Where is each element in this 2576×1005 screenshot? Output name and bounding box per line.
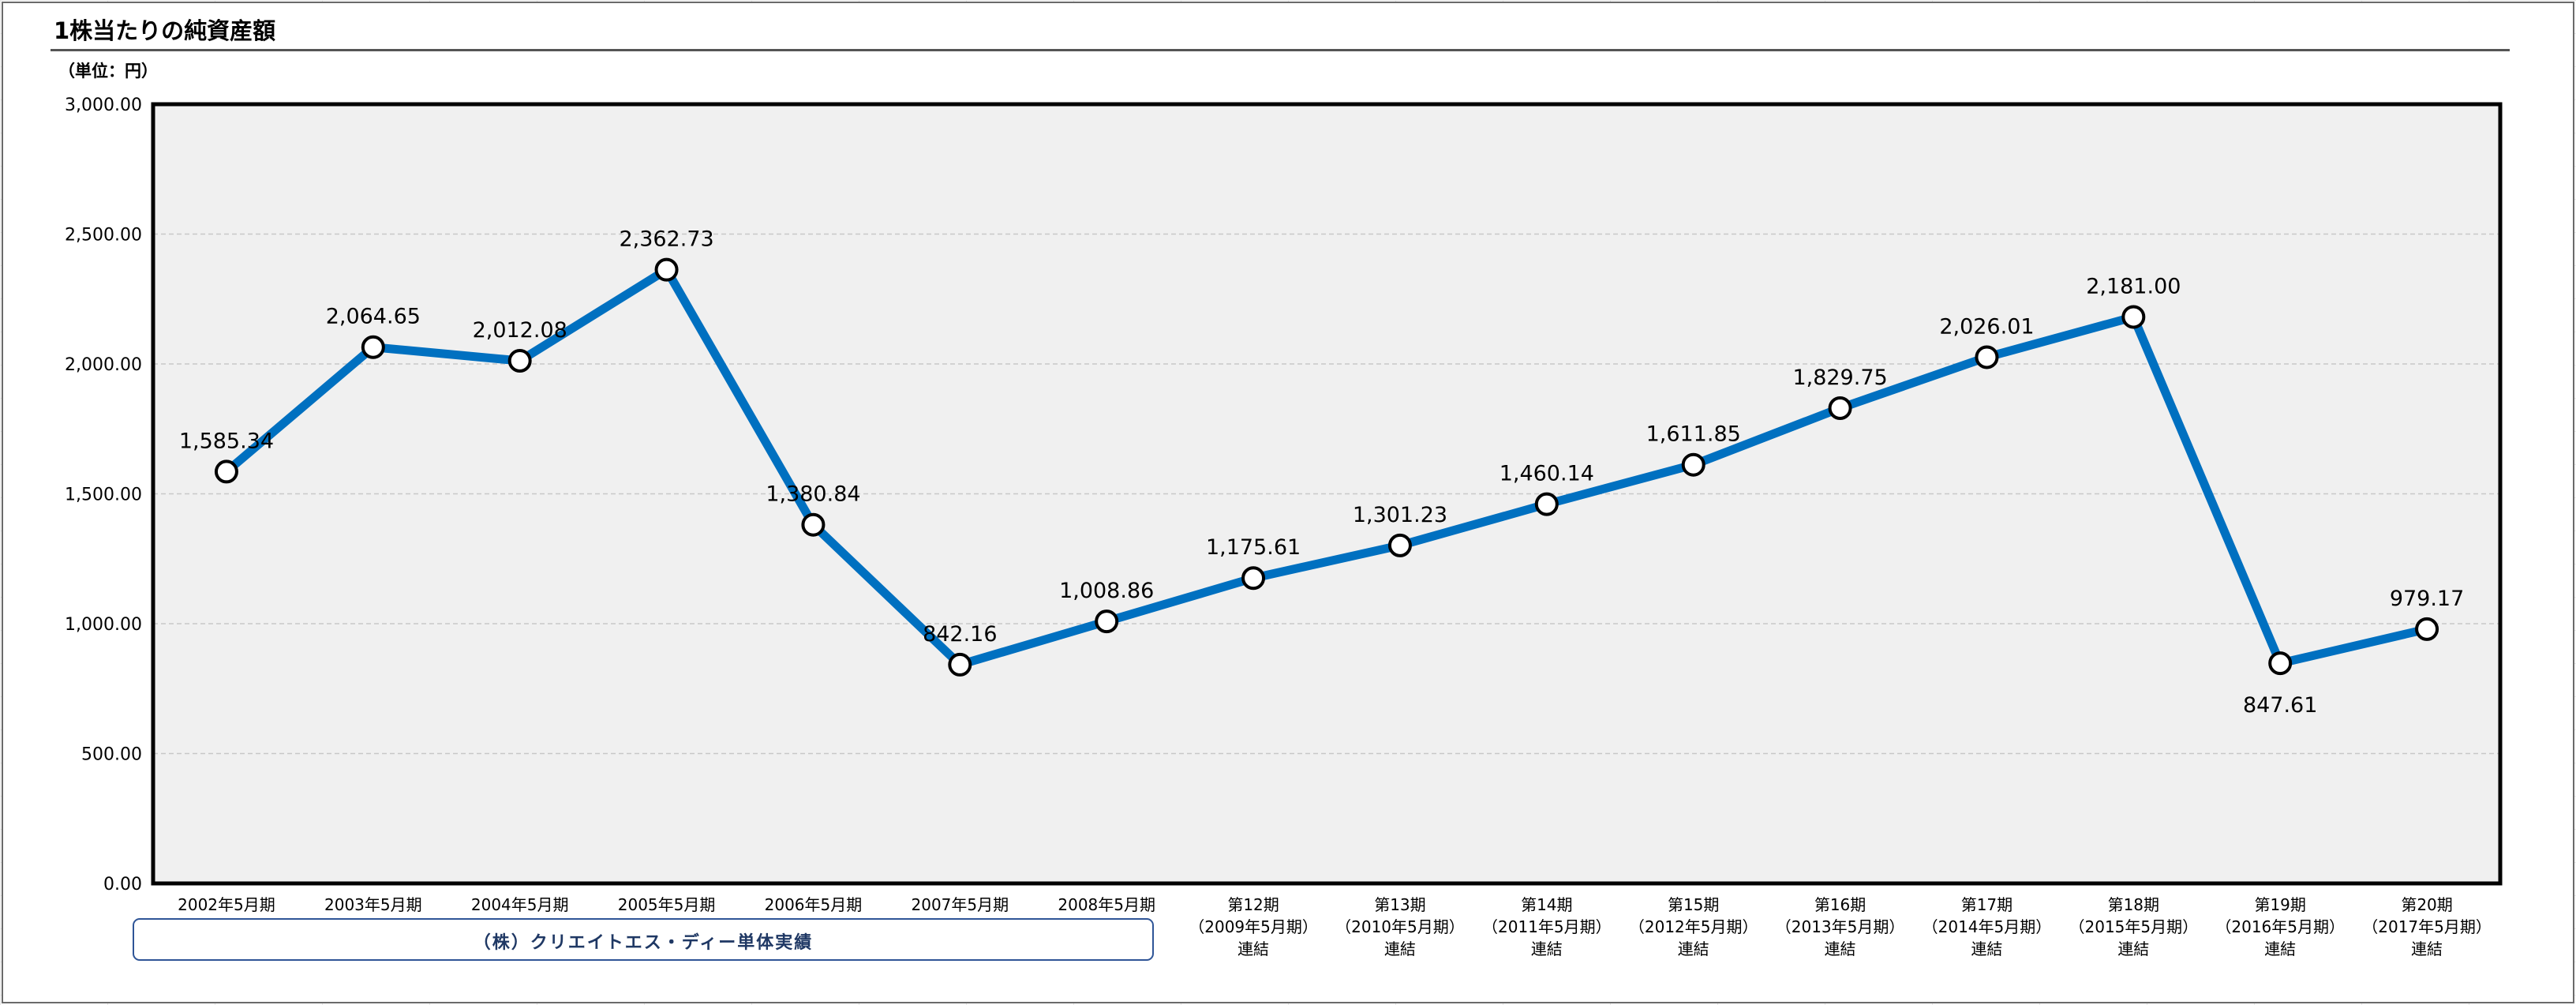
y-tick-label: 1,500.00	[65, 486, 142, 505]
x-tick-label: 連結	[1825, 939, 1856, 958]
data-point	[1387, 533, 1412, 557]
data-point	[801, 512, 826, 537]
plot-border	[151, 102, 2503, 886]
unit-label: （単位：円）	[58, 62, 158, 81]
x-tick-label: 第14期	[1521, 895, 1572, 914]
data-label: 1,301.23	[1353, 503, 1447, 527]
y-tick-label: 3,000.00	[65, 96, 142, 115]
x-tick-label: 2007年5月期	[912, 895, 1009, 914]
data-point	[948, 652, 972, 677]
data-point	[361, 335, 385, 359]
data-point	[2415, 617, 2439, 641]
x-tick-label: 第12期	[1227, 895, 1279, 914]
x-tick-label: 連結	[1678, 939, 1709, 958]
data-label: 1,380.84	[766, 482, 860, 507]
x-tick-label: 2008年5月期	[1058, 895, 1155, 914]
data-point	[1828, 396, 1852, 421]
data-label: 2,064.65	[326, 305, 421, 329]
x-tick-label: 連結	[2117, 939, 2149, 958]
y-tick-label: 500.00	[81, 745, 142, 765]
data-label: 842.16	[923, 622, 997, 647]
x-tick-label: 第20期	[2401, 895, 2452, 914]
x-tick-label: 第19期	[2254, 895, 2305, 914]
x-tick-label: 連結	[1971, 939, 2002, 958]
data-point	[1975, 345, 1999, 369]
y-tick-label: 1,000.00	[65, 615, 142, 635]
x-tick-label: 第18期	[2108, 895, 2159, 914]
x-tick-label: （2010年5月期）	[1335, 917, 1465, 936]
data-point	[214, 459, 238, 484]
x-tick-label: （2015年5月期）	[2069, 917, 2199, 936]
data-point	[507, 349, 532, 373]
data-label: 1,460.14	[1500, 462, 1594, 486]
data-label: 1,175.61	[1206, 535, 1301, 560]
x-tick-label: 第13期	[1374, 895, 1425, 914]
data-label: 847.61	[2243, 693, 2317, 718]
x-tick-label: 2003年5月期	[324, 895, 422, 914]
y-tick-label: 2,000.00	[65, 355, 142, 375]
data-label: 2,362.73	[619, 227, 713, 252]
x-tick-label: （2014年5月期）	[1923, 917, 2052, 936]
x-tick-label: 第16期	[1814, 895, 1866, 914]
data-label: 1,611.85	[1646, 422, 1741, 447]
data-label: 2,012.08	[473, 318, 567, 343]
x-tick-label: 連結	[2264, 939, 2296, 958]
x-tick-label: （2016年5月期）	[2215, 917, 2345, 936]
group-label: （株）クリエイトエス・ディー単体実績	[473, 933, 814, 953]
data-label: 2,026.01	[1939, 314, 2034, 339]
plot-area	[153, 104, 2500, 883]
x-tick-label: （2011年5月期）	[1482, 917, 1612, 936]
x-tick-label: 2002年5月期	[178, 895, 275, 914]
data-point	[1095, 609, 1119, 634]
data-label: 1,008.86	[1059, 579, 1154, 603]
x-tick-label: （2012年5月期）	[1629, 917, 1758, 936]
x-tick-label: 第17期	[1961, 895, 2012, 914]
x-tick-label: 連結	[1384, 939, 1416, 958]
y-tick-label: 2,500.00	[65, 226, 142, 246]
x-tick-label: （2013年5月期）	[1776, 917, 1905, 936]
x-tick-label: 2005年5月期	[618, 895, 716, 914]
title-underline	[51, 49, 2510, 51]
data-point	[2268, 651, 2293, 676]
x-tick-label: 第15期	[1668, 895, 1719, 914]
x-tick-label: 2004年5月期	[471, 895, 569, 914]
data-point	[654, 257, 679, 282]
series-line	[222, 265, 2432, 669]
chart-title: 1株当たりの純資産額	[54, 17, 276, 44]
data-point	[1241, 566, 1266, 591]
data-label: 1,829.75	[1792, 366, 1887, 390]
data-label: 979.17	[2390, 587, 2464, 611]
x-tick-label: 連結	[1531, 939, 1563, 958]
x-tick-label: 連結	[2411, 939, 2443, 958]
group-label-box: （株）クリエイトエス・ディー単体実績	[133, 918, 1154, 961]
x-tick-label: （2017年5月期）	[2362, 917, 2492, 936]
x-tick-label: （2009年5月期）	[1189, 917, 1318, 936]
data-point	[1534, 492, 1559, 516]
data-point	[2121, 305, 2146, 329]
x-tick-label: 連結	[1237, 939, 1269, 958]
x-tick-label: 2006年5月期	[765, 895, 863, 914]
data-label: 2,181.00	[2086, 274, 2181, 298]
y-tick-label: 0.00	[103, 875, 142, 894]
data-label: 1,585.34	[179, 429, 274, 453]
data-point	[1681, 452, 1705, 477]
